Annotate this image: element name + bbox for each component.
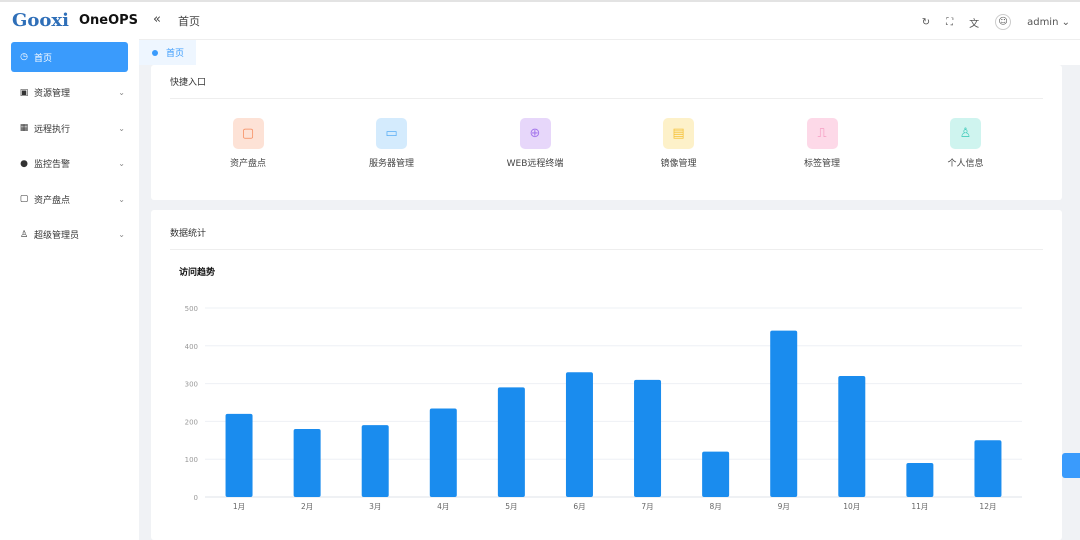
quick-link[interactable]: ♙ 个人信息 bbox=[916, 118, 1016, 169]
avatar[interactable]: ☺ bbox=[995, 14, 1012, 30]
bar[interactable] bbox=[361, 425, 389, 497]
quick-link[interactable]: ▤ 镜像管理 bbox=[629, 118, 729, 169]
y-tick-label: 500 bbox=[185, 305, 198, 313]
y-tick-label: 400 bbox=[185, 343, 198, 351]
chevron-down-icon: ⌄ bbox=[118, 88, 125, 97]
card-title: 数据统计 bbox=[170, 229, 207, 239]
sidebar-item[interactable]: ▦ 远程执行 ⌄ bbox=[11, 113, 128, 143]
tab-label: 首页 bbox=[166, 49, 185, 59]
tab-home[interactable]: 首页 bbox=[139, 40, 196, 65]
x-tick-label: 1月 bbox=[233, 502, 245, 511]
chart-title: 访问趋势 bbox=[179, 268, 216, 278]
sidebar-item-label: 远程执行 bbox=[34, 124, 71, 135]
x-tick-label: 7月 bbox=[641, 502, 653, 511]
tab-bar: 首页 bbox=[139, 40, 1080, 65]
breadcrumb: 首页 bbox=[178, 15, 200, 28]
chevron-down-icon: ⌄ bbox=[118, 194, 125, 204]
bar[interactable] bbox=[634, 379, 662, 497]
quick-link[interactable]: ⎍ 标签管理 bbox=[772, 118, 872, 169]
logo: Gooxi OneOPS bbox=[12, 10, 138, 31]
x-tick-label: 8月 bbox=[709, 502, 721, 511]
x-tick-label: 3月 bbox=[369, 502, 381, 511]
bar[interactable] bbox=[565, 372, 593, 497]
quick-link-label: 个人信息 bbox=[947, 159, 984, 169]
sidebar-item-label: 首页 bbox=[34, 53, 53, 64]
quick-link-label: 镜像管理 bbox=[660, 159, 697, 169]
y-tick-label: 300 bbox=[185, 381, 198, 389]
y-tick-label: 100 bbox=[185, 456, 198, 464]
quick-link[interactable]: ⊕ WEB远程终端 bbox=[485, 118, 585, 169]
chip-icon: ▢ bbox=[19, 194, 29, 204]
app-name: OneOPS bbox=[78, 13, 139, 28]
sidebar-item[interactable]: ▣ 资源管理 ⌄ bbox=[11, 78, 128, 108]
header: « 首页 ↻ ⛶ 文 ☺ admin ⌄ bbox=[139, 2, 1080, 40]
x-tick-label: 9月 bbox=[778, 502, 790, 511]
x-tick-label: 11月 bbox=[911, 502, 928, 511]
quick-access-card: 快捷入口 ▢ 资产盘点 ▭ 服务器管理 ⊕ WEB远程终端 ▤ 镜像管理 ⎍ 标签管理 ♙ 个人信息 bbox=[151, 65, 1062, 200]
bar[interactable] bbox=[702, 451, 730, 497]
active-dot-icon bbox=[152, 49, 158, 56]
bar[interactable] bbox=[906, 462, 934, 497]
x-tick-label: 4月 bbox=[437, 502, 449, 511]
quick-link-label: 资产盘点 bbox=[229, 159, 266, 169]
sidebar-item-label: 超级管理员 bbox=[34, 231, 80, 241]
sidebar-menu: ◷ 首页 ▣ 资源管理 ⌄ ▦ 远程执行 ⌄ ● 监控告警 ⌄ ▢ 资产盘点 ⌄ ♙ 超级管理员 ⌄ bbox=[11, 42, 128, 255]
floating-settings-button[interactable] bbox=[1062, 453, 1080, 478]
quick-link-label: 服务器管理 bbox=[368, 159, 414, 169]
sidebar-item[interactable]: ♙ 超级管理员 ⌄ bbox=[11, 220, 128, 250]
sidebar-item-label: 监控告警 bbox=[34, 160, 71, 170]
sidebar-item[interactable]: ▢ 资产盘点 ⌄ bbox=[11, 184, 128, 214]
translate-icon[interactable]: 文 bbox=[969, 18, 980, 30]
fullscreen-icon[interactable]: ⛶ bbox=[946, 16, 954, 28]
username: admin bbox=[1027, 16, 1059, 28]
sidebar-item-label: 资产盘点 bbox=[34, 195, 71, 206]
crosshair-icon: ⊕ bbox=[519, 118, 551, 149]
refresh-icon[interactable]: ↻ bbox=[921, 16, 931, 28]
quick-link[interactable]: ▢ 资产盘点 bbox=[198, 118, 298, 169]
x-tick-label: 5月 bbox=[505, 502, 517, 511]
bar[interactable] bbox=[838, 376, 866, 497]
user-icon: ♙ bbox=[19, 229, 29, 240]
alert-icon: ● bbox=[20, 158, 28, 169]
user-menu[interactable]: admin ⌄ bbox=[1027, 17, 1070, 28]
window-top-border bbox=[0, 0, 1080, 2]
bar[interactable] bbox=[497, 387, 525, 497]
quick-link[interactable]: ▭ 服务器管理 bbox=[342, 118, 442, 169]
person-icon: ♙ bbox=[950, 118, 981, 149]
divider bbox=[170, 249, 1043, 250]
x-tick-label: 12月 bbox=[979, 502, 996, 511]
bar[interactable] bbox=[974, 440, 1002, 497]
card-title: 快捷入口 bbox=[170, 78, 207, 88]
grid-icon: ▦ bbox=[19, 123, 29, 133]
box-icon: ▣ bbox=[19, 87, 29, 98]
quick-link-label: WEB远程终端 bbox=[506, 159, 564, 169]
bar[interactable] bbox=[293, 428, 321, 497]
chevron-down-icon: ⌄ bbox=[118, 123, 125, 133]
quick-link-label: 标签管理 bbox=[803, 159, 840, 169]
sidebar: Gooxi OneOPS ◷ 首页 ▣ 资源管理 ⌄ ▦ 远程执行 ⌄ ● 监控告警 ⌄ ▢ 资产盘点 ⌄… bbox=[0, 2, 139, 540]
dashboard-icon: ◷ bbox=[20, 52, 28, 62]
sidebar-item[interactable]: ● 监控告警 ⌄ bbox=[11, 149, 128, 179]
chip-icon: ▢ bbox=[232, 118, 264, 149]
chevron-down-icon: ⌄ bbox=[118, 230, 125, 239]
monitor-icon: ▭ bbox=[376, 118, 407, 149]
sidebar-item-label: 资源管理 bbox=[34, 89, 71, 99]
bookmark-icon: ⎍ bbox=[806, 118, 838, 149]
sidebar-item[interactable]: ◷ 首页 bbox=[11, 42, 128, 72]
brand-logo: Gooxi bbox=[12, 10, 69, 31]
x-tick-label: 6月 bbox=[573, 502, 585, 511]
bar[interactable] bbox=[225, 413, 253, 497]
y-tick-label: 200 bbox=[185, 418, 198, 426]
x-tick-label: 10月 bbox=[843, 502, 860, 511]
divider bbox=[170, 98, 1043, 99]
bar[interactable] bbox=[429, 408, 457, 497]
chevron-down-icon: ⌄ bbox=[118, 159, 125, 168]
collapse-sidebar-icon[interactable]: « bbox=[153, 12, 161, 27]
x-tick-label: 2月 bbox=[301, 502, 313, 511]
clipboard-icon: ▤ bbox=[663, 118, 694, 149]
bar[interactable] bbox=[770, 330, 798, 497]
chevron-down-icon: ⌄ bbox=[1058, 16, 1070, 28]
y-tick-label: 0 bbox=[194, 494, 198, 502]
